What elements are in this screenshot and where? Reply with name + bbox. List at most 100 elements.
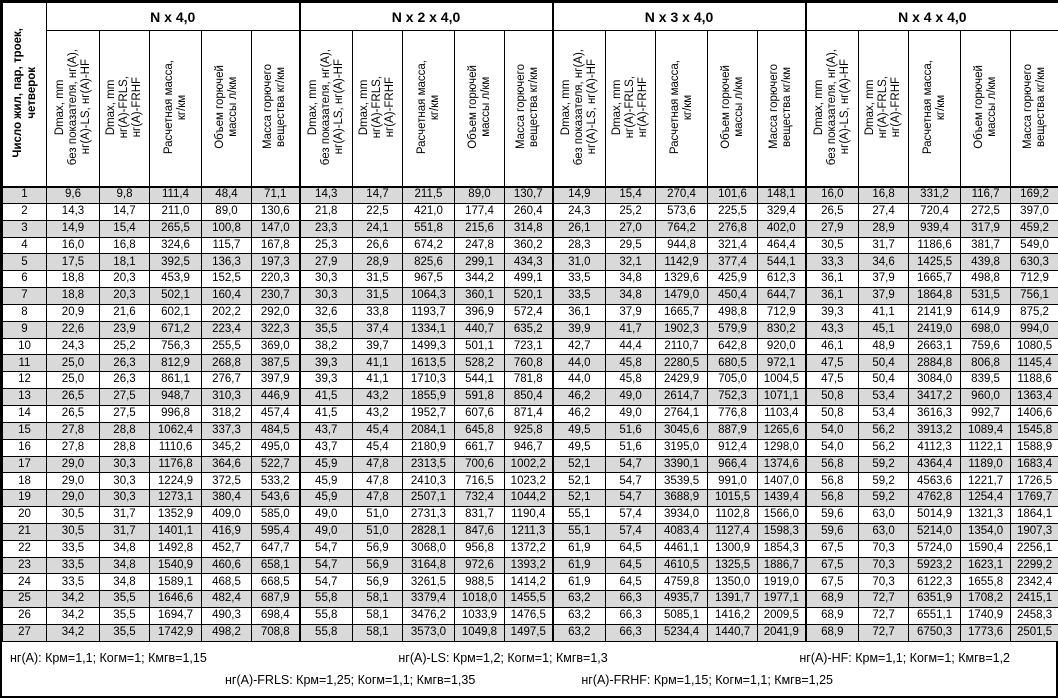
cell-value: 387,5	[251, 354, 300, 373]
column-header-label: Объем горючей массы л/км	[213, 64, 239, 149]
row-number: 25	[2, 590, 47, 609]
cell-value: 39,9	[551, 320, 607, 339]
cell-value: 1103,4	[757, 404, 807, 423]
cell-value: 960,0	[960, 388, 1012, 406]
table-body: 1 9,6 9,8 111,4 48,4 71,1 14,3 14,7 211,5 89,0 130…	[2, 186, 1058, 642]
cell-value: 1952,7	[402, 404, 455, 423]
cell-value: 35,5	[99, 623, 150, 642]
cell-value: 671,2	[149, 320, 202, 339]
cell-value: 484,5	[251, 421, 300, 440]
cell-value: 56,9	[352, 573, 403, 592]
cell-value: 3068,0	[402, 539, 455, 558]
cell-value: 41,1	[352, 354, 403, 373]
row-number: 4	[2, 236, 47, 255]
cell-value: 459,2	[1010, 219, 1058, 238]
table-row: 21 30,5 31,7 1401,1 416,9 595,4 49,0 51,0 2828,1…	[2, 522, 1058, 541]
cell-value: 41,5	[298, 388, 353, 406]
cell-value: 380,4	[201, 489, 252, 508]
cell-value: 991,0	[707, 472, 759, 491]
cell-value: 5214,0	[908, 522, 962, 541]
cell-value: 3417,2	[908, 388, 962, 406]
row-count-header-label: Число жил, пар, троек, четверок	[11, 27, 38, 158]
cell-value: 52,1	[551, 455, 607, 474]
cell-value: 54,0	[804, 438, 860, 457]
column-header-label: Dmax, mm нг(A)-FRLS, нг(A)-FRHF	[864, 75, 903, 138]
cell-value: 61,9	[551, 573, 607, 592]
cell-value: 61,9	[551, 556, 607, 575]
cell-value: 6551,1	[908, 607, 962, 625]
cell-value: 72,7	[858, 607, 910, 625]
cell-value: 4563,6	[908, 472, 962, 491]
cell-value: 26,5	[804, 202, 860, 221]
column-header-label: Расчетная масса, кг/км	[668, 59, 694, 154]
cell-value: 29,0	[46, 472, 100, 491]
row-number: 9	[2, 320, 47, 339]
cell-value: 25,2	[99, 337, 150, 356]
cell-value: 1049,8	[454, 623, 505, 642]
cell-value: 1907,3	[1010, 522, 1058, 541]
table-row: 4 16,0 16,8 324,6 115,7 167,8 25,3 26,6 674,2 247…	[2, 236, 1058, 255]
cell-value: 41,1	[858, 303, 910, 322]
cell-value: 67,5	[804, 539, 860, 558]
cell-value: 1665,7	[655, 303, 709, 322]
cell-value: 579,9	[707, 320, 759, 339]
cell-value: 27,4	[858, 202, 910, 221]
cell-value: 520,1	[503, 287, 554, 305]
cell-value: 1211,3	[503, 522, 554, 541]
cell-value: 446,9	[251, 388, 300, 406]
cell-value: 43,2	[352, 404, 403, 423]
cell-value: 45,4	[352, 438, 403, 457]
cell-value: 397,0	[1010, 202, 1058, 221]
cell-value: 33,5	[46, 539, 100, 558]
cell-value: 2663,1	[908, 337, 962, 356]
cell-value: 3913,2	[908, 421, 962, 440]
column-header-g2-c5: Масса горючего вещества кг/км	[503, 30, 554, 188]
row-number: 12	[2, 371, 47, 390]
cell-value: 68,9	[804, 590, 860, 609]
cell-value: 46,2	[551, 404, 607, 423]
cell-value: 421,0	[402, 202, 455, 221]
cell-value: 68,9	[804, 607, 860, 625]
cell-value: 1710,3	[402, 371, 455, 390]
cell-value: 1145,4	[1010, 354, 1058, 373]
column-header-g2-c2: Dmax, mm нг(A)-FRLS, нг(A)-FRHF	[352, 30, 403, 188]
cell-value: 45,8	[605, 371, 657, 390]
cell-value: 948,7	[149, 388, 202, 406]
cell-value: 34,8	[99, 573, 150, 592]
cell-value: 28,9	[858, 219, 910, 238]
cell-value: 9,6	[46, 186, 100, 204]
row-number: 3	[2, 219, 47, 238]
cell-value: 55,8	[298, 590, 353, 609]
cell-value: 329,4	[757, 202, 807, 221]
row-number: 16	[2, 438, 47, 457]
cell-value: 925,8	[503, 421, 554, 440]
cell-value: 30,5	[804, 236, 860, 255]
cell-value: 54,7	[298, 539, 353, 558]
cell-value: 21,8	[298, 202, 353, 221]
row-number: 19	[2, 489, 47, 508]
column-header-g1-c2: Dmax, mm нг(A)-FRLS, нг(A)-FRHF	[99, 30, 150, 188]
cell-value: 34,2	[46, 607, 100, 625]
cell-value: 32,6	[298, 303, 353, 322]
cell-value: 1044,2	[503, 489, 554, 508]
cell-value: 1354,0	[960, 522, 1012, 541]
cell-value: 1613,5	[402, 354, 455, 373]
cell-value: 700,6	[454, 455, 505, 474]
cell-value: 764,2	[655, 219, 709, 238]
cell-value: 364,6	[201, 455, 252, 474]
cell-value: 1740,9	[960, 607, 1012, 625]
cell-value: 49,5	[551, 421, 607, 440]
cell-value: 439,8	[960, 253, 1012, 272]
cell-value: 674,2	[402, 236, 455, 255]
column-header-label: Dmax, mm нг(A)-FRLS, нг(A)-FRHF	[611, 75, 650, 138]
cell-value: 59,2	[858, 472, 910, 491]
note-ng-a-frhf: нг(A)-FRHF: Крм=1,15; Когм=1,1; Кмгв=1,2…	[581, 673, 833, 688]
cell-value: 1190,4	[503, 506, 554, 524]
cell-value: 760,8	[503, 354, 554, 373]
cell-value: 3164,8	[402, 556, 455, 575]
cell-value: 2415,1	[1010, 590, 1058, 609]
cell-value: 49,0	[605, 388, 657, 406]
cell-value: 1566,0	[757, 506, 807, 524]
cell-value: 4759,8	[655, 573, 709, 592]
cell-value: 2084,1	[402, 421, 455, 440]
